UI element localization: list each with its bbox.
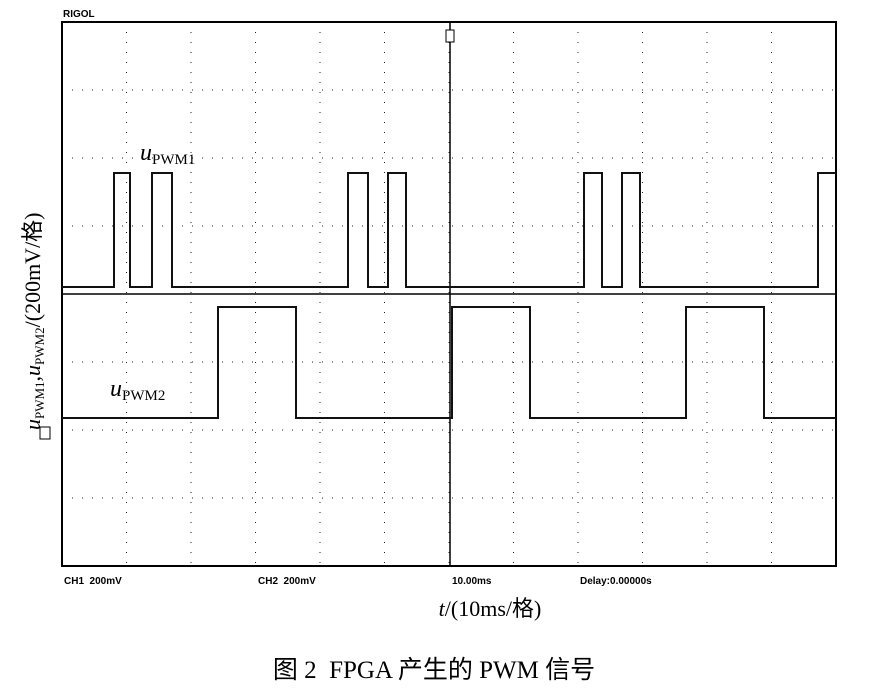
pwm2-label: uPWM2 (110, 376, 165, 404)
status-ch2: CH2 200mV (258, 576, 316, 587)
var: u (20, 419, 45, 430)
var: u (110, 376, 122, 402)
status-delay: Delay:0.00000s (580, 576, 652, 587)
subscript: PWM2 (32, 327, 47, 365)
unit: /(200mV/格) (20, 212, 45, 327)
var: u (140, 140, 152, 166)
unit: /(10ms/格) (445, 596, 542, 621)
brand: RIGOL (63, 9, 95, 20)
caption: 图 2 FPGA 产生的 PWM 信号 (273, 656, 595, 684)
subscript: PWM1 (32, 381, 47, 419)
ch2-marker (39, 426, 51, 440)
pwm1-trace (62, 172, 836, 288)
y-axis-label: uPWM1,uPWM2/(200mV/格) (20, 212, 47, 430)
pwm1-label: uPWM1 (140, 140, 195, 168)
grid (62, 22, 836, 566)
var: u (20, 365, 45, 376)
subscript: PWM1 (152, 152, 195, 168)
x-axis-label: t/(10ms/格) (439, 596, 542, 621)
status-ch1: CH1 200mV (64, 576, 122, 587)
pwm2-trace (62, 306, 836, 419)
separator: , (20, 376, 45, 382)
subscript: PWM2 (122, 388, 165, 404)
trigger-marker (445, 29, 455, 43)
var: t (439, 596, 446, 621)
status-timebase: 10.00ms (452, 576, 492, 587)
